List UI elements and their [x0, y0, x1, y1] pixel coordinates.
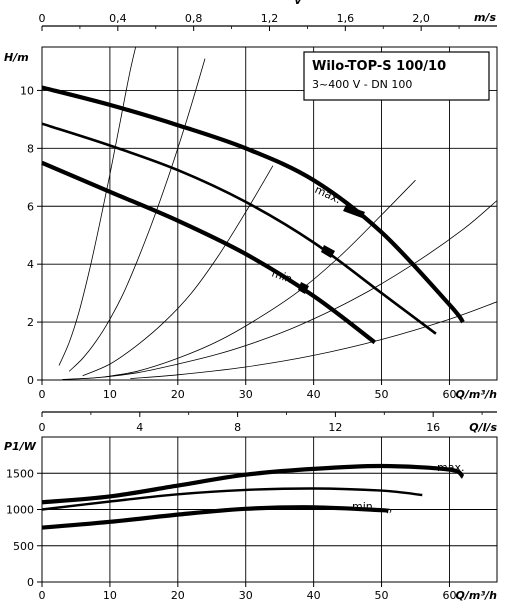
head-ytick-label: 0 [27, 374, 34, 387]
head-curve-min [41, 160, 377, 345]
flow-ls-axis: 0 4 8 12 16 Q/l/s [39, 411, 497, 434]
flow-ls-tick-label: 8 [234, 421, 241, 434]
power-ytick-label: 0 [27, 576, 34, 589]
system-curve [58, 47, 137, 366]
head-plot-frame [41, 46, 498, 381]
power-ytick-label: 500 [13, 540, 34, 553]
head-min-label: min. [270, 267, 297, 288]
head-ytick-label: 8 [27, 142, 34, 155]
head-xtick-label: 20 [171, 388, 185, 401]
head-curve-mid [41, 122, 437, 335]
head-xtick-label: 10 [103, 388, 117, 401]
flow-ls-tick-label: 4 [136, 421, 143, 434]
chart-title: Wilo-TOP-S 100/10 [312, 59, 446, 74]
head-x-axis-label: Q/m³/h [456, 388, 498, 401]
power-xtick-label: 20 [171, 589, 185, 602]
head-xtick-label: 0 [39, 388, 46, 401]
system-curve [68, 58, 206, 372]
head-series [41, 85, 465, 345]
power-xtick-label: 30 [239, 589, 253, 602]
velocity-tick-label: 0,4 [109, 12, 127, 25]
system-curve [62, 200, 497, 380]
power-min-label: min. [352, 500, 376, 513]
power-xtick-label: 40 [307, 589, 321, 602]
power-xtick-label: 50 [375, 589, 389, 602]
power-series [41, 463, 465, 530]
head-ytick-label: 4 [27, 258, 34, 271]
system-curve [103, 179, 416, 378]
power-curve-min [41, 505, 392, 530]
marker-min [298, 282, 309, 294]
power-curve-mid [41, 487, 423, 511]
system-curves [58, 47, 497, 380]
velocity-tick-label: 2,0 [412, 12, 430, 25]
flow-ls-tick-label: 0 [39, 421, 46, 434]
marker-max [343, 205, 365, 218]
head-grid [42, 47, 497, 380]
head-chart: max. min. 0 2 4 6 8 10 H/m 0 10 20 30 40 50 60 Q/m³… [4, 46, 498, 401]
head-xtick-label: 30 [239, 388, 253, 401]
velocity-axis-unit: m/s [474, 11, 496, 24]
power-xtick-label: 10 [103, 589, 117, 602]
power-xtick-label: 0 [39, 589, 46, 602]
power-chart: max. min. 0 500 1000 1500 P1/W 0 10 20 30 40 50 6… [4, 436, 498, 602]
title-box-frame [303, 51, 490, 101]
title-box: Wilo-TOP-S 100/10 3~400 V - DN 100 [303, 51, 490, 101]
velocity-tick-label: 1,2 [261, 12, 279, 25]
power-y-axis-label: P1/W [4, 440, 37, 453]
head-xtick-label: 60 [442, 388, 456, 401]
power-curve-max [41, 463, 465, 505]
power-xtick-label: 60 [442, 589, 456, 602]
head-ytick-label: 6 [27, 200, 34, 213]
velocity-axis: 0 0,4 0,8 1,2 1,6 2,0 v m/s [39, 0, 497, 31]
velocity-axis-title: v [294, 0, 302, 7]
head-ytick-label: 10 [20, 84, 34, 97]
head-curve-max [41, 85, 465, 324]
power-ytick-label: 1500 [6, 467, 34, 480]
operating-markers [298, 205, 365, 294]
system-curve [82, 165, 274, 377]
power-ytick-label: 1000 [6, 504, 34, 517]
flow-ls-tick-label: 16 [426, 421, 440, 434]
velocity-tick-label: 1,6 [337, 12, 355, 25]
flow-ls-axis-label: Q/l/s [469, 421, 497, 434]
head-xtick-label: 50 [375, 388, 389, 401]
system-curve [130, 301, 497, 379]
velocity-tick-label: 0 [39, 12, 46, 25]
head-ytick-label: 2 [27, 316, 34, 329]
head-max-label: max. [313, 183, 343, 206]
power-x-axis-label: Q/m³/h [456, 589, 498, 602]
head-y-axis-label: H/m [4, 51, 29, 64]
head-xtick-label: 40 [307, 388, 321, 401]
flow-ls-tick-label: 12 [328, 421, 342, 434]
power-max-label: max. [437, 461, 464, 474]
velocity-tick-label: 0,8 [185, 12, 203, 25]
marker-mid [321, 245, 335, 258]
chart-subtitle: 3~400 V - DN 100 [312, 78, 412, 91]
